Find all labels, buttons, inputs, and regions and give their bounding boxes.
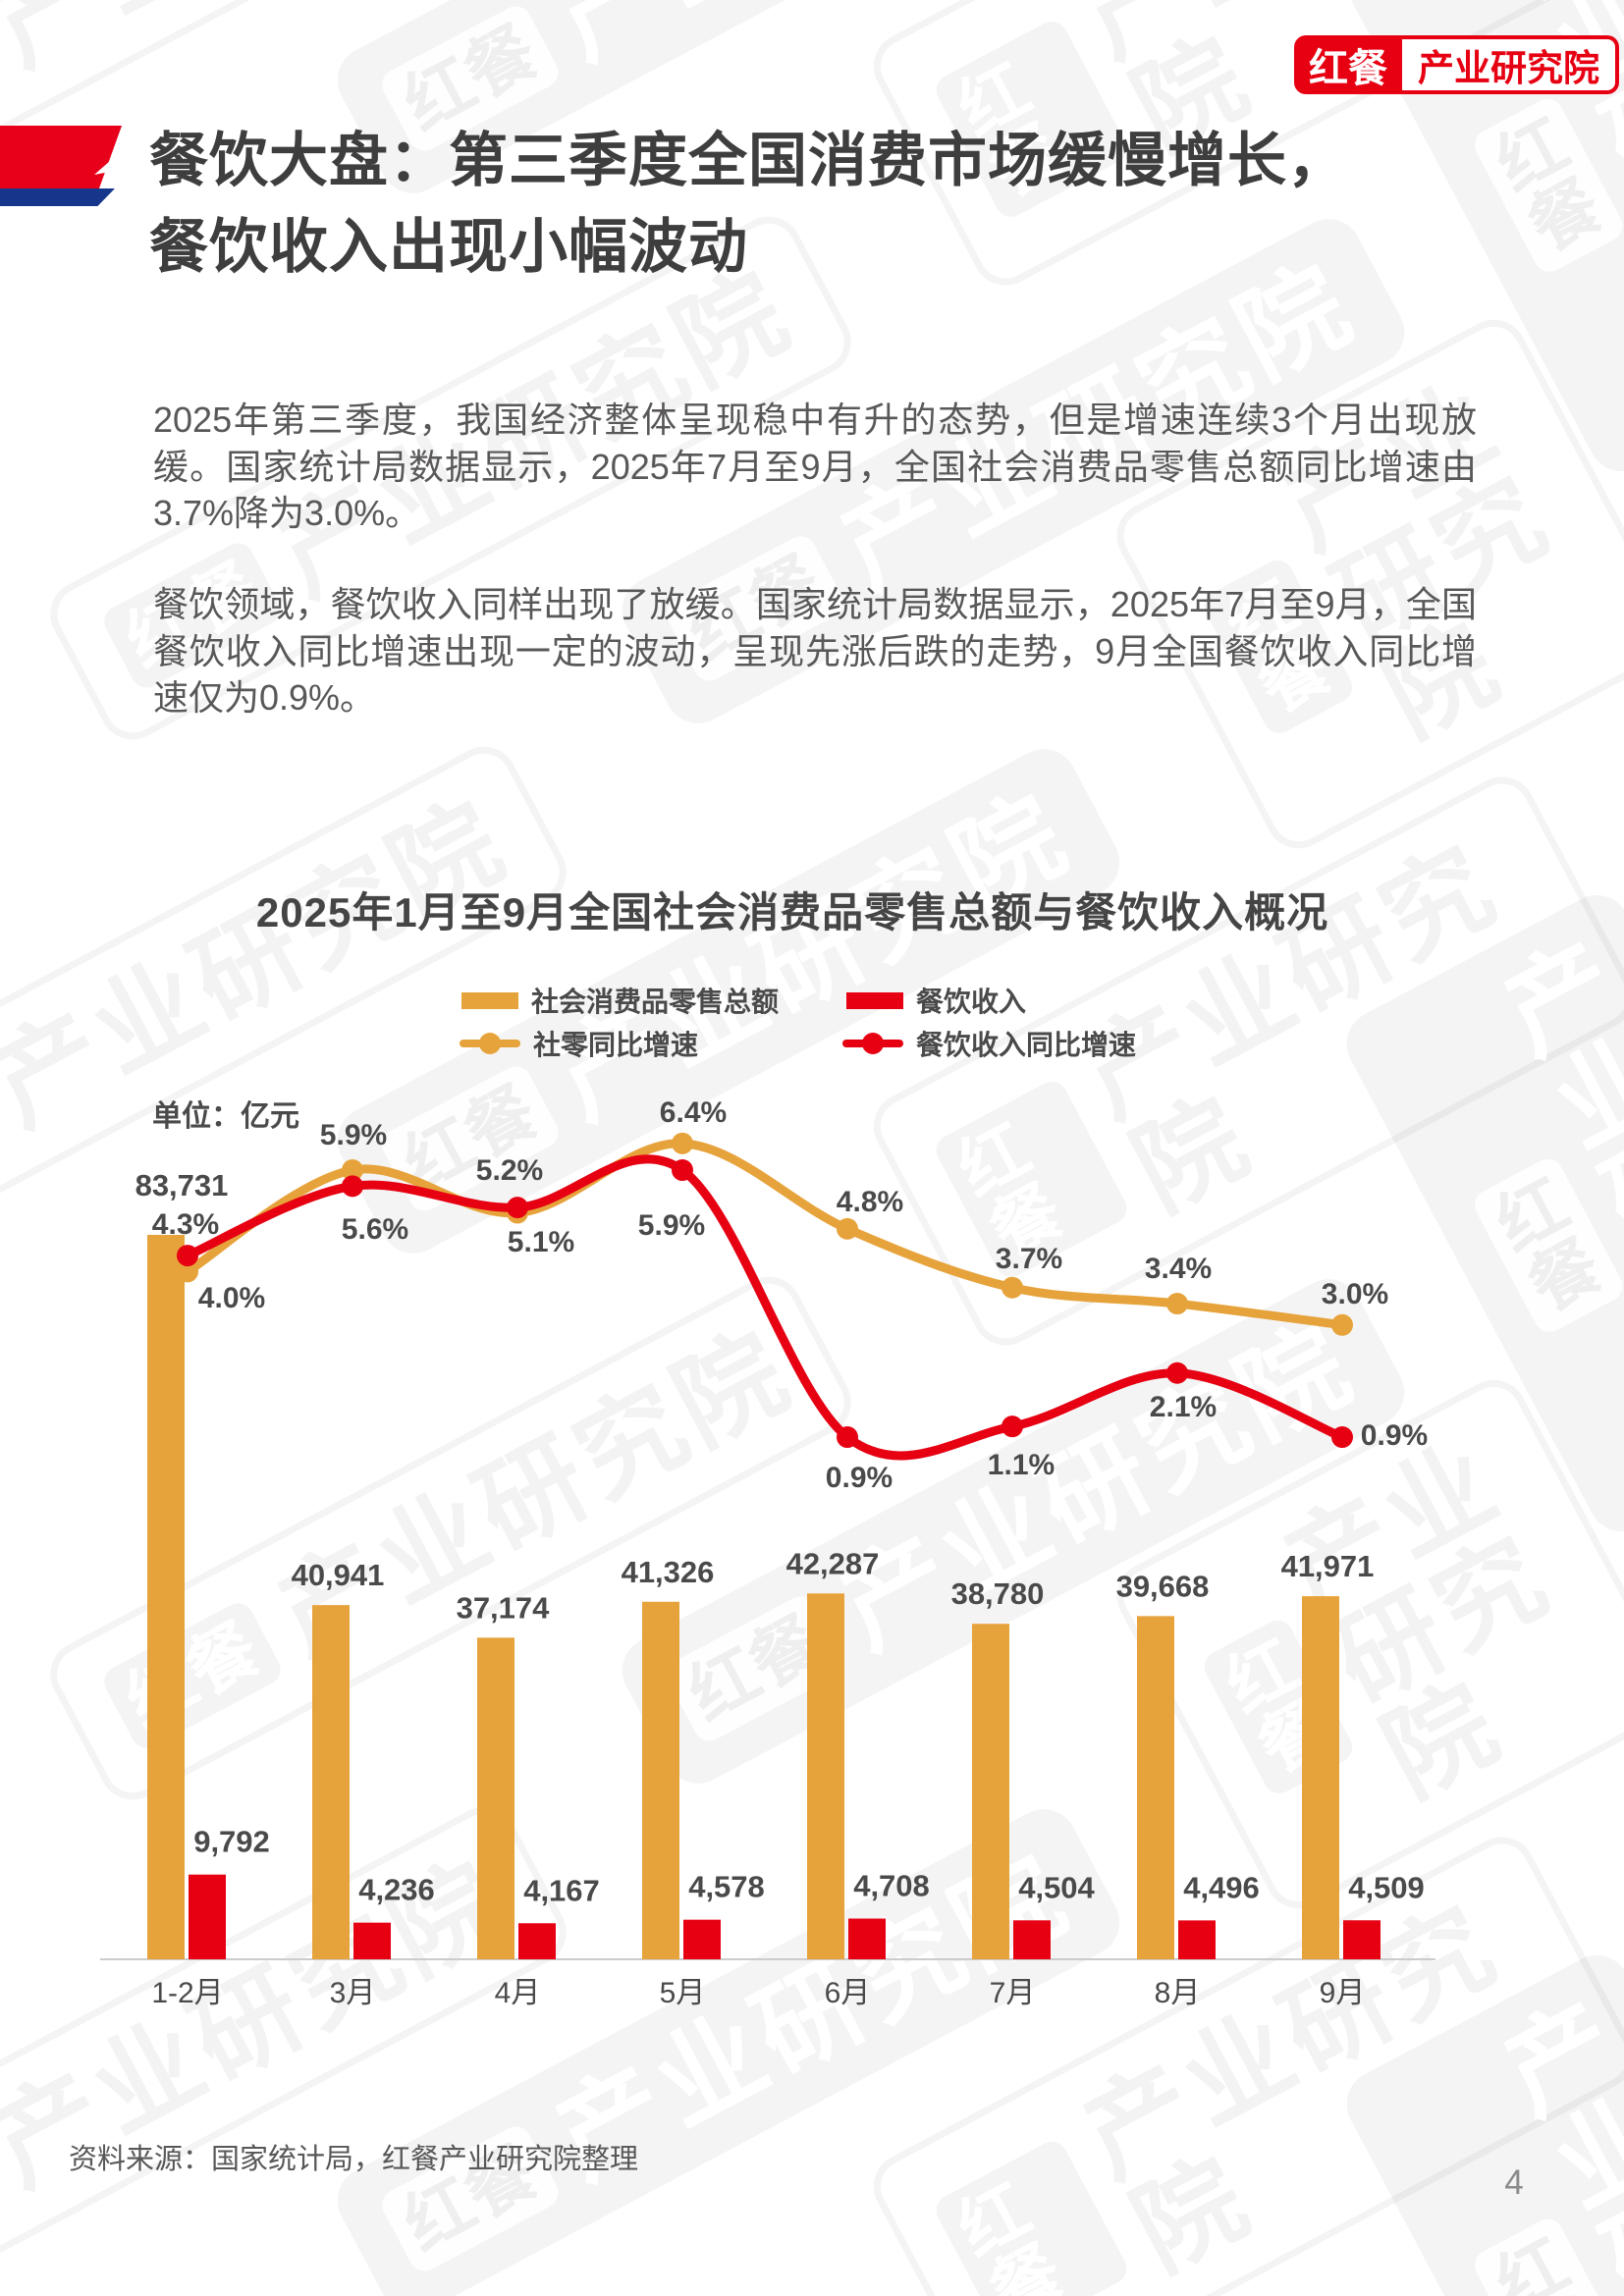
unit-label: 单位：亿元: [152, 1100, 299, 1133]
marker-retail-growth-3月: [342, 1159, 363, 1182]
x-axis-label-5月: 5月: [660, 1977, 706, 2009]
bar-catering-income-7月: [1013, 1920, 1051, 1959]
pct-label-retail-7月: 3.7%: [996, 1243, 1062, 1275]
source-note: 资料来源：国家统计局，红餐产业研究院整理: [69, 2144, 639, 2175]
bar-retail-total-5月: [642, 1601, 679, 1959]
bar-label-catering-6月: 4,708: [853, 1869, 930, 1903]
marker-retail-growth-5月: [672, 1132, 693, 1154]
bar-label-retail-8月: 39,668: [1116, 1569, 1210, 1603]
pct-label-retail-5月: 6.4%: [660, 1096, 727, 1129]
bar-label-retail-6月: 42,287: [786, 1546, 880, 1580]
pct-label-catering-8月: 2.1%: [1150, 1391, 1217, 1423]
bar-catering-income-9月: [1343, 1920, 1380, 1959]
bar-retail-total-4月: [477, 1637, 514, 1959]
marker-retail-growth-9月: [1331, 1313, 1353, 1336]
bar-retail-total-1-2月: [147, 1235, 185, 1959]
marker-catering-growth-7月: [1001, 1415, 1023, 1438]
page-title-line1: 餐饮大盘：第三季度全国消费市场缓慢增长，: [149, 128, 1347, 193]
catering-growth-line-icon: [842, 1033, 903, 1054]
pct-label-catering-9月: 0.9%: [1361, 1419, 1428, 1452]
marker-retail-growth-7月: [1001, 1276, 1023, 1299]
hongcan-logo: 红餐 产业研究院: [1294, 35, 1619, 94]
retail-growth-line-icon: [460, 1033, 520, 1054]
pct-label-retail-3月: 5.9%: [320, 1119, 387, 1151]
pct-label-retail-8月: 3.4%: [1145, 1253, 1212, 1285]
bar-label-catering-3月: 4,236: [358, 1873, 435, 1907]
bar-retail-total-3月: [312, 1605, 350, 1959]
marker-catering-growth-3月: [342, 1175, 363, 1198]
legend-item-catering-income: 餐饮收入: [846, 984, 1026, 1017]
bar-retail-total-6月: [807, 1593, 844, 1959]
chart-title: 2025年1月至9月全国社会消费品零售总额与餐饮收入概况: [255, 889, 1329, 935]
bar-label-catering-1-2月: 9,792: [193, 1825, 270, 1859]
pct-label-catering-5月: 5.9%: [638, 1209, 705, 1242]
bar-label-catering-9月: 4,509: [1348, 1870, 1425, 1904]
marker-catering-growth-9月: [1331, 1426, 1353, 1449]
bar-catering-income-5月: [683, 1919, 721, 1959]
title-flag-blue-icon: [0, 188, 115, 206]
marker-retail-growth-8月: [1166, 1293, 1188, 1315]
legend-item-retail-growth: 社零同比增速: [460, 1027, 698, 1060]
x-axis-label-3月: 3月: [330, 1977, 376, 2009]
marker-catering-growth-4月: [507, 1197, 528, 1219]
bar-label-catering-7月: 4,504: [1018, 1870, 1095, 1904]
bar-catering-income-3月: [353, 1922, 391, 1959]
catering-income-swatch-icon: [846, 991, 903, 1009]
marker-retail-growth-6月: [837, 1217, 858, 1240]
pct-label-retail-6月: 4.8%: [837, 1186, 903, 1218]
x-axis-label-6月: 6月: [825, 1977, 871, 2009]
logo-institute-label: 产业研究院: [1402, 35, 1619, 94]
page-title-line2: 餐饮收入出现小幅波动: [149, 214, 748, 280]
legend-label-catering-income: 餐饮收入: [916, 987, 1027, 1017]
page-number: 4: [1504, 2163, 1524, 2202]
bar-label-catering-5月: 4,578: [688, 1870, 765, 1904]
marker-catering-growth-6月: [837, 1426, 858, 1449]
bar-label-catering-4月: 4,167: [523, 1873, 600, 1907]
retail-total-swatch-icon: [461, 991, 518, 1009]
legend-label-catering-growth: 餐饮收入同比增速: [916, 1030, 1137, 1060]
pct-label-catering-6月: 0.9%: [826, 1462, 893, 1494]
legend-label-retail-growth: 社零同比增速: [533, 1030, 699, 1060]
bar-catering-income-4月: [518, 1923, 556, 1959]
bar-retail-total-7月: [972, 1624, 1009, 1959]
x-axis-label-9月: 9月: [1320, 1977, 1366, 2009]
logo-brand-mark: 红餐: [1294, 35, 1402, 94]
line-retail-growth: [183, 1139, 1347, 1330]
pct-label-retail-1-2月: 4.0%: [198, 1282, 265, 1314]
marker-catering-growth-1-2月: [177, 1245, 198, 1267]
bar-catering-income-6月: [848, 1918, 886, 1959]
legend-item-catering-growth: 餐饮收入同比增速: [842, 1027, 1136, 1060]
pct-label-catering-4月: 5.2%: [476, 1154, 543, 1187]
bar-label-retail-3月: 40,941: [292, 1558, 385, 1592]
title-flag-red-icon: [0, 126, 123, 188]
bar-catering-income-1-2月: [189, 1874, 226, 1959]
bar-catering-income-8月: [1178, 1920, 1216, 1959]
pct-label-retail-4月: 5.1%: [508, 1226, 574, 1258]
marker-catering-growth-5月: [672, 1159, 693, 1182]
page-title: 餐饮大盘：第三季度全国消费市场缓慢增长， 餐饮收入出现小幅波动: [149, 118, 1543, 291]
pct-label-retail-9月: 3.0%: [1322, 1278, 1388, 1310]
bar-label-retail-1-2月: 83,731: [135, 1168, 229, 1202]
pct-label-catering-3月: 5.6%: [342, 1213, 408, 1246]
bar-label-retail-7月: 38,780: [951, 1576, 1045, 1611]
pct-label-catering-7月: 1.1%: [988, 1449, 1055, 1481]
marker-retail-growth-1-2月: [177, 1260, 198, 1283]
x-axis-label-7月: 7月: [990, 1977, 1036, 2009]
bar-label-retail-9月: 41,971: [1281, 1549, 1375, 1583]
legend-item-retail-total: 社会消费品零售总额: [461, 984, 779, 1017]
bar-label-retail-4月: 37,174: [457, 1590, 551, 1625]
bar-retail-total-9月: [1302, 1596, 1339, 1959]
marker-catering-growth-8月: [1166, 1362, 1188, 1384]
x-axis-label-4月: 4月: [495, 1977, 541, 2009]
x-axis-label-8月: 8月: [1155, 1977, 1201, 2009]
bar-label-catering-8月: 4,496: [1183, 1870, 1260, 1904]
pct-label-catering-1-2月: 4.3%: [152, 1208, 219, 1241]
body-paragraph-1: 2025年第三季度，我国经济整体呈现稳中有升的态势，但是增速连续3个月出现放缓。…: [153, 400, 1477, 533]
x-axis-label-1-2月: 1-2月: [151, 1977, 223, 2009]
bar-label-retail-5月: 41,326: [622, 1555, 715, 1589]
bar-retail-total-8月: [1137, 1616, 1174, 1959]
legend-label-retail-total: 社会消费品零售总额: [531, 987, 780, 1017]
